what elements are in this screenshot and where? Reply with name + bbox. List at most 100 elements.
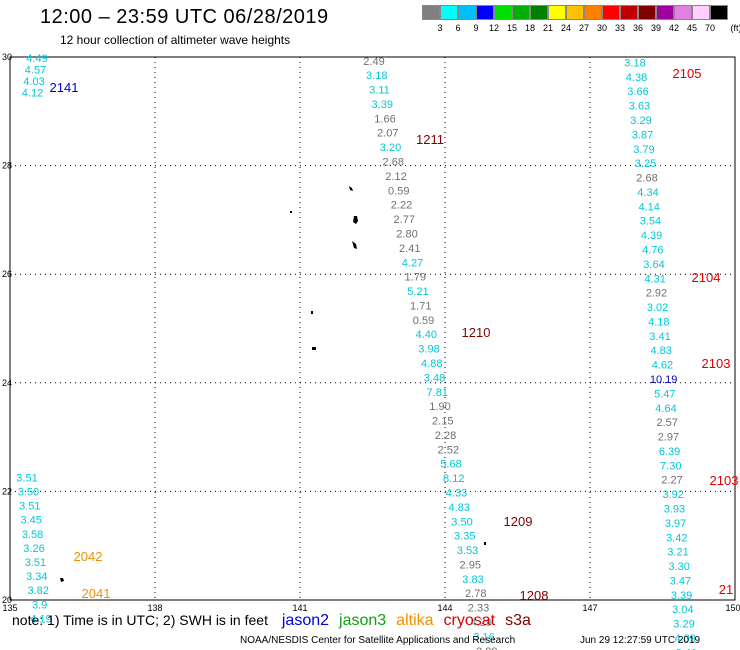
island — [290, 211, 292, 213]
wave-height-value: 3.63 — [629, 101, 650, 113]
satellite-legend-jason2: jason2 — [281, 612, 330, 629]
wave-height-value: 0.59 — [413, 315, 434, 327]
scale-label: 33 — [614, 23, 625, 33]
y-tick-label: 24 — [2, 378, 12, 388]
wave-height-value: 4.12 — [22, 87, 43, 99]
chart-subtitle: 12 hour collection of altimeter wave hei… — [60, 33, 291, 47]
wave-height-value: 2.92 — [646, 288, 667, 300]
wave-height-value: 2.41 — [399, 243, 420, 255]
wave-height-value: 1.71 — [410, 300, 431, 312]
wave-height-value: 4.38 — [626, 72, 647, 84]
wave-height-value: 2.28 — [435, 430, 456, 442]
wave-height-value: 4.62 — [652, 360, 673, 372]
wave-height-value: 2.97 — [658, 432, 679, 444]
scale-swatch — [584, 5, 602, 20]
wave-height-value: 3.93 — [664, 504, 685, 516]
wave-height-value: 3.64 — [643, 259, 664, 271]
wave-height-value: 2.22 — [391, 200, 412, 212]
x-tick-label: 150 — [725, 603, 740, 613]
wave-height-value: 3.9 — [32, 599, 47, 611]
wave-height-value: 3.66 — [627, 86, 648, 98]
wave-height-value: 3.11 — [369, 85, 390, 97]
wave-height-value: 2.49 — [363, 56, 384, 68]
wave-height-value: 3.39 — [671, 590, 692, 602]
scale-label: 6 — [455, 23, 461, 33]
wave-height-value: 4.09 — [674, 633, 695, 645]
wave-height-value: 4.14 — [638, 201, 659, 213]
x-tick-label: 144 — [437, 603, 452, 613]
scale-swatch — [548, 5, 566, 20]
scale-label: 39 — [650, 23, 661, 33]
wave-height-value: 4.64 — [655, 403, 676, 415]
wave-height-value: 4.33 — [446, 487, 467, 499]
wave-height-value: 3.29 — [630, 115, 651, 127]
y-tick-label: 28 — [2, 161, 12, 171]
pass-number-label: 1208 — [520, 588, 549, 603]
pass-number-label: 2105 — [673, 66, 702, 81]
wave-height-value: 4.31 — [644, 273, 665, 285]
wave-height-value: 3.58 — [22, 529, 43, 541]
wave-height-value: 3.79 — [633, 144, 654, 156]
satellite-legend-cryosat: cryosat — [443, 612, 496, 629]
wave-height-value: 2.07 — [377, 128, 398, 140]
wave-height-value: 3.20 — [380, 142, 401, 154]
wave-height-value: 2.89 — [476, 646, 497, 650]
wave-height-value: 2.52 — [438, 444, 459, 456]
scale-label: 30 — [596, 23, 607, 33]
pass-number-label: 2141 — [50, 80, 79, 95]
wave-height-value: 3.82 — [27, 585, 48, 597]
wave-height-value: 3.30 — [668, 561, 689, 573]
scale-label: 18 — [524, 23, 535, 33]
wave-height-value: 7.30 — [660, 460, 681, 472]
y-tick-label: 22 — [2, 486, 12, 496]
scale-label: 15 — [506, 23, 517, 33]
wave-height-value: 2.80 — [396, 228, 417, 240]
scale-label: 36 — [632, 23, 643, 33]
pass-number-label: 2103 — [702, 356, 731, 371]
wave-height-value: 2.12 — [385, 171, 406, 183]
wave-height-value: 2.78 — [465, 588, 486, 600]
island — [349, 186, 353, 191]
wave-height-value: 5.47 — [654, 388, 675, 400]
wave-height-value: 4.18 — [648, 316, 669, 328]
wave-height-value: 3.51 — [25, 557, 46, 569]
scale-swatch — [638, 5, 656, 20]
wave-height-value: 4.57 — [25, 64, 46, 76]
scale-label: 42 — [668, 23, 679, 33]
wave-height-value: 3.51 — [16, 472, 37, 484]
wave-height-value: 1.66 — [374, 113, 395, 125]
note-text: note: 1) Time is in UTC; 2) SWH is in fe… — [12, 612, 268, 628]
y-tick-label: 30 — [2, 52, 12, 62]
wave-height-value: 3.87 — [632, 129, 653, 141]
wave-height-value: 4.03 — [23, 76, 44, 88]
wave-height-value: 3.41 — [649, 331, 670, 343]
wave-height-value: 4.39 — [641, 230, 662, 242]
x-tick-label: 141 — [292, 603, 307, 613]
scale-label: 70 — [704, 23, 715, 33]
scale-swatch — [530, 5, 548, 20]
plot-frame — [9, 56, 736, 601]
wave-height-value: 3.18 — [366, 70, 387, 82]
wave-height-value: 3.02 — [647, 302, 668, 314]
x-tick-label: 135 — [2, 603, 17, 613]
y-tick-label: 20 — [2, 595, 12, 605]
scale-swatch — [710, 5, 728, 20]
scale-label: 45 — [686, 23, 697, 33]
wave-height-value: 3.04 — [672, 604, 693, 616]
wave-height-value: 3.39 — [372, 99, 393, 111]
wave-height-value: 3.16 — [473, 631, 494, 643]
pass-number-label: 1211 — [416, 132, 444, 147]
wave-height-value: 0.59 — [388, 185, 409, 197]
scale-label: 27 — [578, 23, 589, 33]
scale-label: 21 — [542, 23, 553, 33]
wave-height-value: 3.42 — [666, 532, 687, 544]
wave-height-value: 6.39 — [659, 446, 680, 458]
pass-labels: 2141 1211 2105 2104 1210 2103 2103 1209 2042 2041… — [50, 66, 739, 603]
wave-height-value: 4.49 — [26, 53, 47, 65]
wave-height-value: 3.34 — [26, 571, 47, 583]
wave-height-value: 4.34 — [637, 187, 658, 199]
wave-height-value: 4.27 — [402, 257, 423, 269]
wave-height-value: 2.68 — [383, 157, 404, 169]
scale-label: 12 — [488, 23, 499, 33]
wave-height-value: 3.25 — [635, 158, 656, 170]
